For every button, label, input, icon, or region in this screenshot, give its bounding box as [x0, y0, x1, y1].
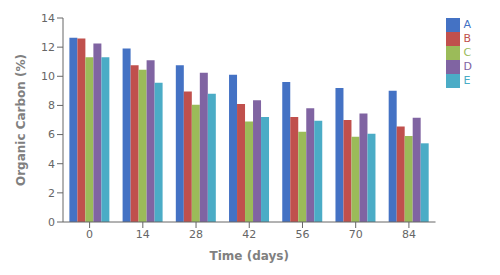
svg-text:12: 12: [41, 41, 55, 54]
svg-text:42: 42: [242, 228, 256, 241]
html-text:C: C: [463, 46, 472, 59]
html-text:A: A: [463, 18, 471, 31]
svg-text:0: 0: [48, 216, 55, 229]
svg-text:70: 70: [349, 228, 363, 241]
svg-text:6: 6: [48, 128, 55, 141]
svg-text:4: 4: [48, 158, 55, 171]
svg-text:Organic Carbon (%): Organic Carbon (%): [14, 54, 28, 186]
svg-text:14: 14: [41, 12, 55, 25]
html-text:B: B: [463, 32, 472, 45]
svg-text:Time (days): Time (days): [210, 249, 289, 263]
svg-text:84: 84: [402, 228, 416, 241]
svg-text:14: 14: [136, 228, 150, 241]
svg-text:2: 2: [48, 187, 55, 200]
svg-text:56: 56: [295, 228, 309, 241]
svg-text:8: 8: [48, 99, 55, 112]
html-text:E: E: [463, 74, 471, 87]
html-text:D: D: [463, 60, 472, 73]
svg-text:10: 10: [41, 70, 55, 83]
svg-text:0: 0: [86, 228, 93, 241]
svg-text:28: 28: [189, 228, 203, 241]
